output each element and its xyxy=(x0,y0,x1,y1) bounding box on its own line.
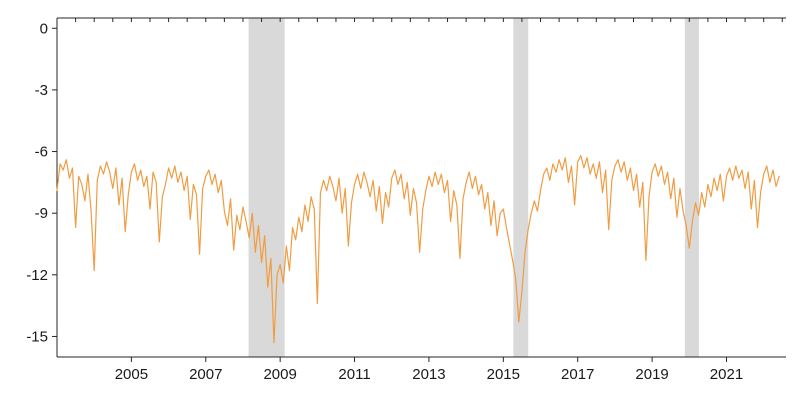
data-line xyxy=(56,155,780,344)
y-tick-label: -9 xyxy=(35,205,48,222)
y-tick-label: -3 xyxy=(35,82,48,99)
x-tick-label: 2007 xyxy=(189,366,222,383)
recession-band xyxy=(684,18,699,357)
y-tick-label: -12 xyxy=(26,267,48,284)
x-tick-label: 2011 xyxy=(338,366,370,383)
x-tick-label: 2015 xyxy=(487,366,520,383)
recession-band xyxy=(248,18,285,357)
x-tick-label: 2021 xyxy=(710,366,743,383)
y-tick-label: -6 xyxy=(35,144,48,161)
x-tick-label: 2019 xyxy=(635,366,668,383)
y-tick-label: -15 xyxy=(26,328,48,345)
x-tick-label: 2013 xyxy=(412,366,445,383)
x-tick-label: 2009 xyxy=(263,366,296,383)
y-tick-label: 0 xyxy=(40,20,48,37)
x-tick-label: 2017 xyxy=(561,366,594,383)
x-tick-label: 2005 xyxy=(115,366,148,383)
recession-band xyxy=(513,18,529,357)
